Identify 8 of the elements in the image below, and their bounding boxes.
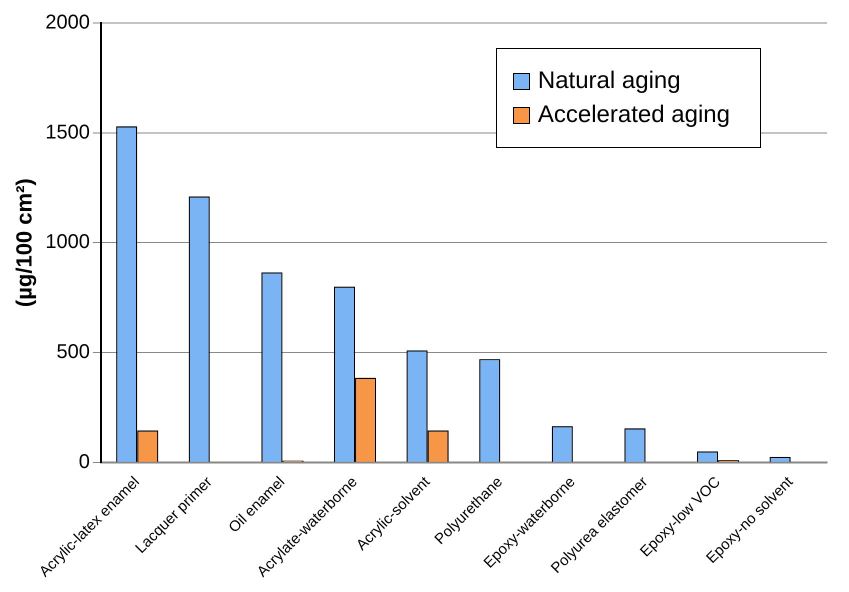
y-tick-label: 2000 xyxy=(45,12,90,34)
y-tick-label: 1000 xyxy=(45,231,90,254)
legend-label: Natural aging xyxy=(538,67,681,95)
y-tick-label: 500 xyxy=(56,341,90,364)
legend-label: Accelerated aging xyxy=(538,101,730,129)
y-tick-label: 0 xyxy=(78,450,90,473)
y-axis-title: (µg/100 cm²) xyxy=(11,178,36,308)
y-tick-label: 1500 xyxy=(45,121,90,144)
